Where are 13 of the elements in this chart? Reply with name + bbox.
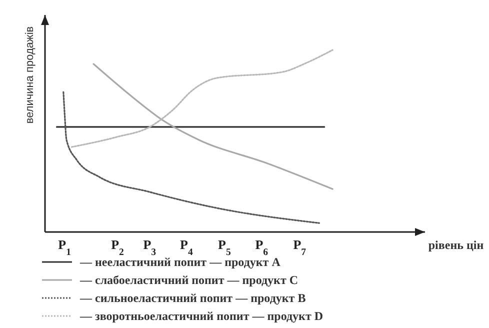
legend-label: — сильноеластичний попит — продукт B [79,291,306,305]
x-tick-label: P$_{7}$ [293,237,306,258]
x-tick-label: P$_{5}$ [218,237,231,258]
x-tick-label: P$_{4}$ [180,237,193,258]
x-tick-label: P$_{3}$ [143,237,156,258]
x-tick-label: P$_{1}$ [58,237,72,258]
y-axis-title: величина продажів [24,26,36,124]
legend-label: — зворотньоеластичний попит — продукт D [79,309,324,323]
x-tick-label: P$_{2}$ [111,237,124,258]
legend-label: — нееластичний попит — продукт A [79,255,281,269]
x-tick-label: P$_{6}$ [255,237,268,258]
legend-label: — слабоеластичний попит — продукт C [79,273,298,287]
x-axis-title: рівень цін [428,238,484,252]
